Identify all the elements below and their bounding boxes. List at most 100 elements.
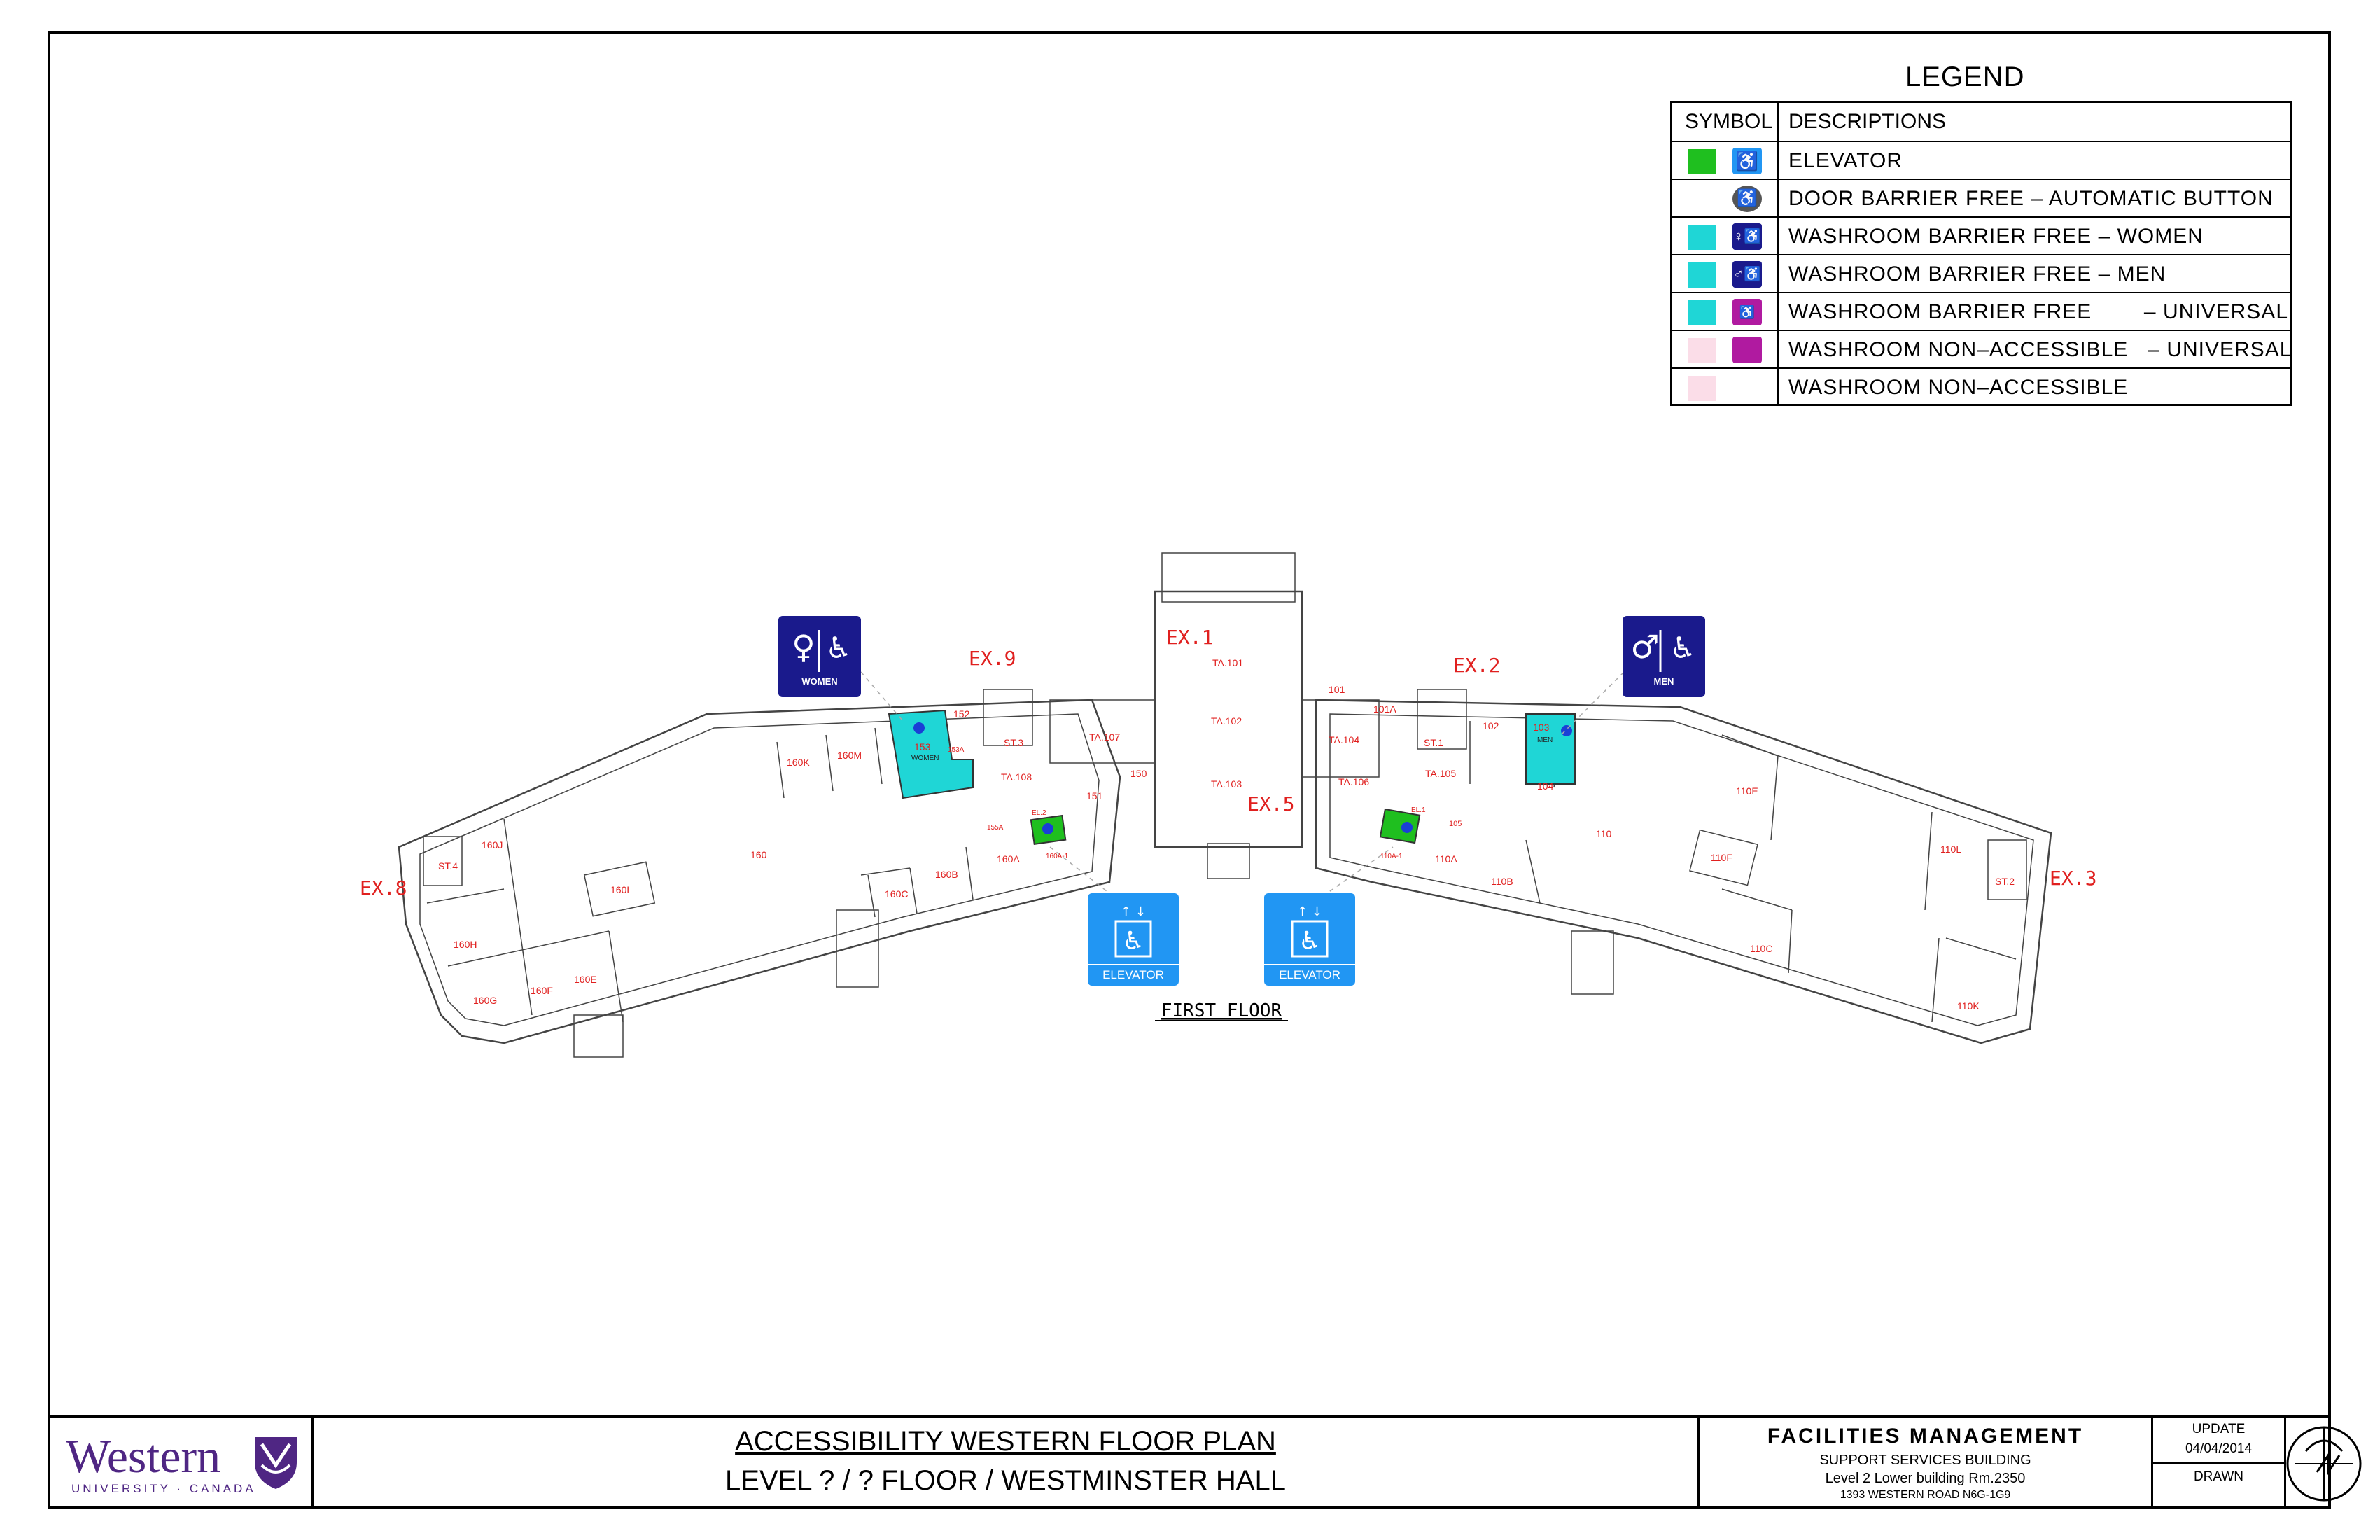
room-label: 110A-1 (1380, 853, 1403, 860)
legend-symbol-cell (1672, 369, 1779, 405)
washroom-swatch (1688, 300, 1716, 326)
exit-label: EX.9 (969, 647, 1016, 670)
exit-label: EX.1 (1166, 626, 1213, 649)
svg-text:♀: ♀ (792, 628, 816, 666)
room-label: 110B (1491, 876, 1513, 887)
right-wing-outline (1315, 699, 2052, 1044)
legend-symbol-cell: ♿ (1672, 180, 1779, 216)
room-label: 151 (1086, 790, 1103, 802)
universal-washroom-icon: ♿ (1732, 299, 1762, 326)
room-label: TA.107 (1089, 732, 1120, 743)
women-washroom-sign: ♀ ♿ WOMEN (778, 616, 861, 697)
legend-header-symbol-cell: SYMBOL (1672, 103, 1779, 141)
washroom-label: MEN (1537, 736, 1553, 744)
western-logo-subtext: UNIVERSITY · CANADA (71, 1482, 256, 1495)
elevator-icon: ♿ (1732, 148, 1762, 174)
room-label: 160B (935, 869, 958, 880)
room-label: 152 (953, 708, 970, 720)
room-label: TA.104 (1329, 734, 1359, 746)
update-label: UPDATE (2192, 1422, 2246, 1436)
room-label: 110L (1940, 844, 1961, 855)
room-label: 160E (574, 974, 597, 985)
room-label: 102 (1483, 720, 1499, 732)
room-label: 110A (1435, 853, 1457, 864)
stair-st1 (1417, 689, 1467, 750)
facilities-line: SUPPORT SERVICES BUILDING (1819, 1452, 2031, 1468)
exit-label: EX.8 (360, 876, 407, 899)
legend-table: SYMBOL DESCRIPTIONS ♿ ELEVATOR ♿ DOOR BA… (1670, 101, 2292, 406)
women-sign-label: WOMEN (802, 676, 837, 687)
room-label: TA.101 (1212, 657, 1243, 668)
right-wing-inner (1329, 713, 2034, 1026)
legend-desc: WASHROOM NON–ACCESSIBLE (1788, 376, 2129, 399)
western-logo-text: Western (66, 1429, 221, 1483)
legend-row-non-accessible-universal: WASHROOM NON–ACCESSIBLE – UNIVERSAL (1672, 330, 2291, 368)
door-button-dot (1401, 822, 1413, 833)
washroom-swatch (1688, 225, 1716, 250)
room-label: 160 (750, 849, 767, 860)
legend-row-non-accessible: WASHROOM NON–ACCESSIBLE (1672, 368, 2290, 405)
stair-st3 (983, 689, 1033, 746)
facilities-line: Level 2 Lower building Rm.2350 (1825, 1471, 2026, 1486)
svg-text:↑ ↓: ↑ ↓ (1121, 904, 1146, 919)
elevator-sign-right: ↑ ↓ ♿ ELEVATOR (1264, 893, 1355, 986)
room-label: 150 (1130, 768, 1147, 779)
men-washroom-icon: ♂♿ (1732, 261, 1762, 288)
stair-st4 (423, 836, 463, 886)
women-washroom-icon: ♀♿ (1732, 223, 1762, 250)
room-label: 160C (885, 888, 908, 899)
legend-title: LEGEND (1905, 62, 2025, 92)
legend-desc: WASHROOM BARRIER FREE – WOMEN (1788, 225, 2204, 248)
exit-label: EX.3 (2050, 867, 2096, 890)
room-label: 110 (1596, 828, 1612, 839)
room-label: 160H (454, 939, 477, 950)
room-label: 110K (1957, 1000, 1980, 1011)
center-stair-bottom (1207, 843, 1250, 879)
universal-washroom-non-accessible-icon (1732, 337, 1762, 363)
right-connector (1301, 699, 1380, 778)
room-label: ST.2 (1995, 876, 2015, 887)
room-label: 153A (948, 746, 965, 754)
title-cell: ACCESSIBILITY WESTERN FLOOR PLAN LEVEL ?… (314, 1418, 1700, 1508)
svg-text:↑ ↓: ↑ ↓ (1297, 904, 1322, 919)
stair-st2 (1987, 839, 2027, 900)
door-button-dot (1042, 823, 1054, 834)
legend-symbol-cell: ♂♿ (1672, 255, 1779, 292)
washroom-women-153 (888, 709, 974, 799)
legend-desc: WASHROOM BARRIER FREE – MEN (1788, 262, 2166, 286)
legend-symbol-cell: ♀♿ (1672, 218, 1779, 254)
update-cell: UPDATE 04/04/2014 DRAWN (2153, 1418, 2286, 1508)
room-label: 110F (1711, 852, 1732, 863)
room-label: 103 (1533, 722, 1550, 733)
left-connector (1049, 699, 1156, 764)
legend-row-elevator: ♿ ELEVATOR (1672, 141, 2290, 178)
room-label: 160F (531, 985, 553, 996)
legend-desc: WASHROOM BARRIER FREE – UNIVERSAL (1788, 300, 2289, 323)
room-label: EL.1 (1411, 806, 1426, 814)
room-label: TA.106 (1338, 776, 1369, 788)
non-accessible-swatch (1688, 338, 1716, 363)
room-label: 110E (1736, 785, 1758, 797)
elevator-sign-left: ↑ ↓ ♿ ELEVATOR (1088, 893, 1179, 986)
room-label: ST.3 (1004, 737, 1023, 748)
room-label: 160G (473, 995, 497, 1006)
facilities-title: FACILITIES MANAGEMENT (1767, 1424, 2084, 1448)
legend-desc: DOOR BARRIER FREE – AUTOMATIC BUTTON (1788, 187, 2274, 210)
room-label: ST.1 (1424, 737, 1443, 748)
legend-symbol-cell: ♿ (1672, 293, 1779, 330)
north-arrow-cell (2286, 1418, 2362, 1508)
men-washroom-sign: ♂ ♿ MEN (1623, 616, 1705, 697)
elevator-el1 (1379, 808, 1421, 844)
door-button-dot (913, 722, 925, 734)
washroom-swatch (1688, 262, 1716, 288)
svg-text:♿: ♿ (825, 631, 852, 665)
drawing-title: ACCESSIBILITY WESTERN FLOOR PLAN (735, 1426, 1276, 1457)
room-label: 160L (610, 884, 632, 895)
room-label: 160A-1 (1046, 853, 1069, 860)
svg-text:♂: ♂ (1630, 628, 1659, 666)
non-accessible-swatch (1688, 376, 1716, 401)
left-wing-inner (419, 713, 1100, 1026)
logo-cell: Western UNIVERSITY · CANADA (50, 1418, 314, 1508)
room-label: 160M (837, 750, 862, 761)
left-wing-outline (398, 699, 1121, 1044)
